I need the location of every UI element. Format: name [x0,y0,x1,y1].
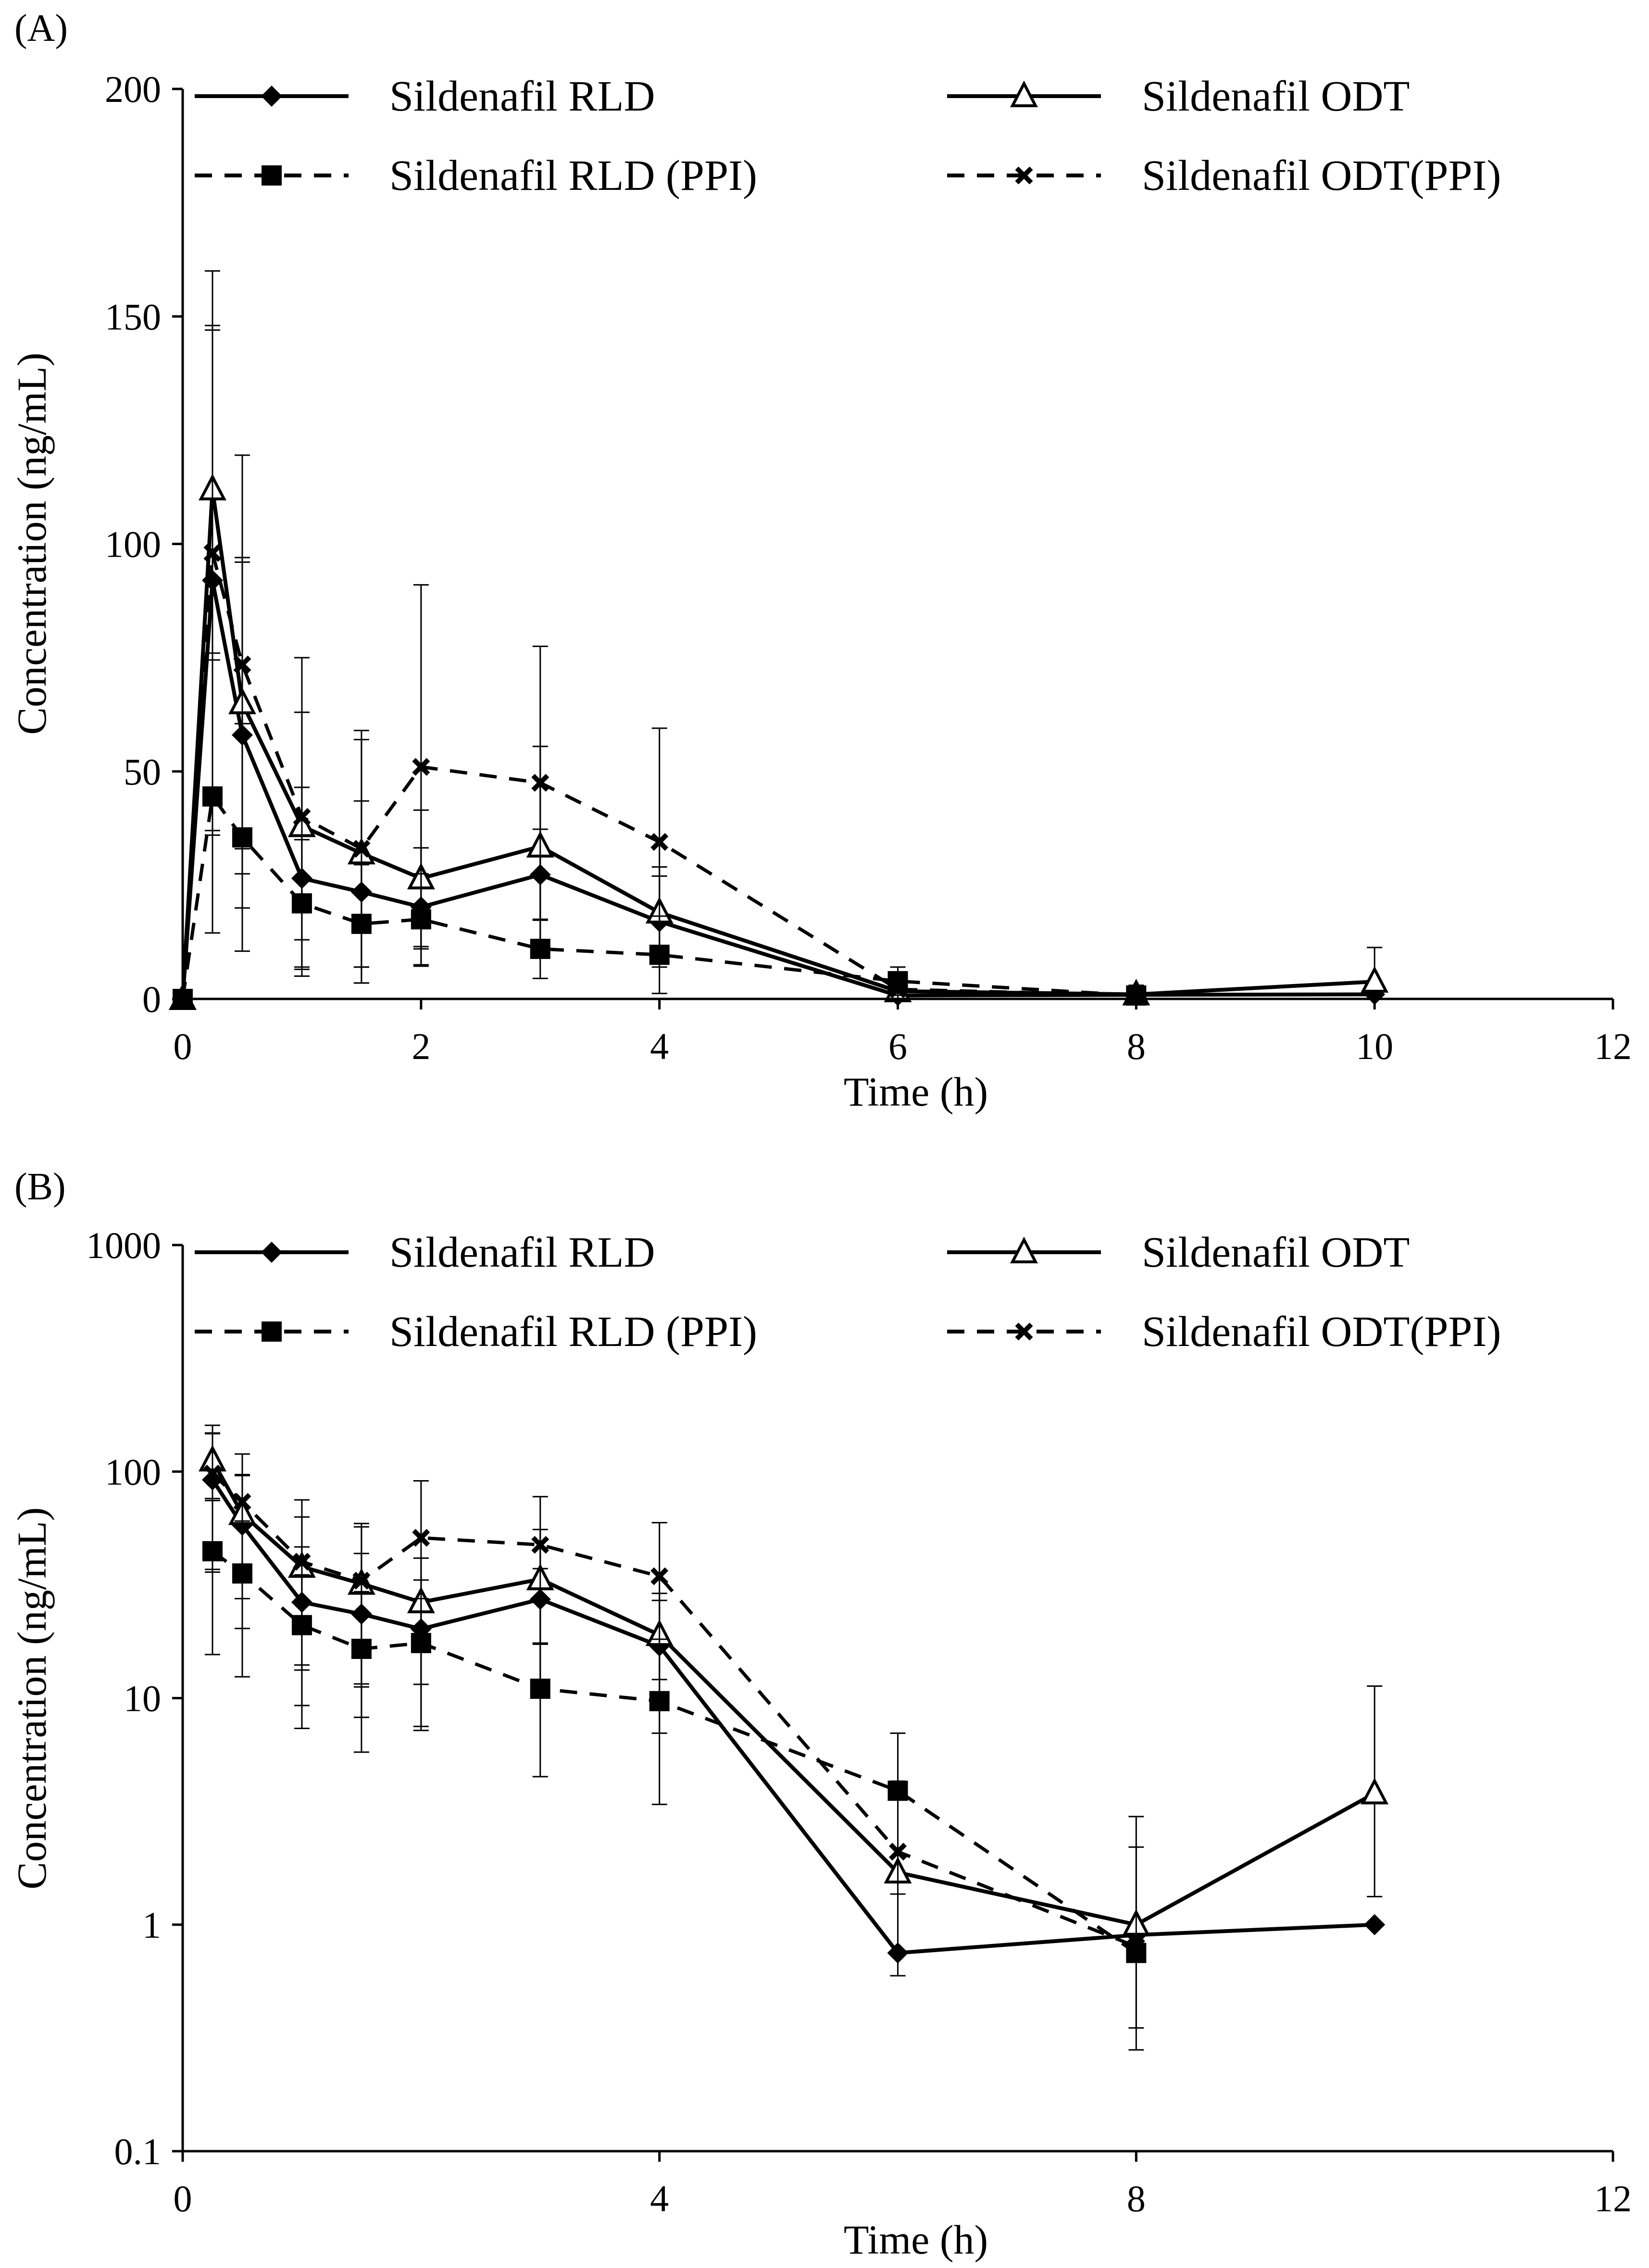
legend-label-sildenafil-odt: Sildenafil ODT [1142,73,1410,120]
panel-a-y-tick-label: 200 [105,68,161,110]
panel-b-sildenafil-rld-ppi-point [649,1691,670,1711]
panel-b-sildenafil-rld-ppi-point [530,1678,550,1699]
panel-a-series-sildenafil-rld [172,329,1386,1009]
panel-b-series-sildenafil-rld-ppi [202,1499,1147,1963]
panel-b-y-tick-label: 100 [105,1451,161,1493]
legend-marker-sildenafil-odt-ppi [1015,166,1033,185]
panel-b-sildenafil-odt-ppi-point [412,1529,430,1547]
panel-b-legend: Sildenafil RLD Sildenafil ODT Sildenafil R… [195,1229,1501,1356]
panel-a-sildenafil-odt-ppi-point [412,758,430,776]
panel-b-sildenafil-odt-ppi-point [1127,1937,1145,1956]
panel-b-y-tick-label: 1000 [86,1224,161,1266]
panel-a-sildenafil-odt-point [1361,966,1389,993]
panel-a-sildenafil-odt-ppi-point [650,833,669,851]
panel-b-x-tick-label: 0 [174,2178,192,2219]
panel-a-x-tick-label: 10 [1356,1025,1393,1067]
panel-a-series-sildenafil-odt [169,324,1389,1010]
panel-b-x-axis-title: Time (h) [844,2217,988,2263]
panel-b-y-tick-label: 10 [124,1678,161,1720]
panel-b-sildenafil-rld-error-bars [204,1433,667,1734]
legend-label-sildenafil-rld-ppi: Sildenafil RLD (PPI) [389,1308,757,1356]
panel-b-sildenafil-rld-point [1364,1914,1386,1935]
panel-b-series-sildenafil-odt [199,1432,1389,2029]
panel-b-sildenafil-odt-ppi-point [203,1464,222,1483]
panel-a-x-tick-label: 2 [412,1025,430,1067]
panel-b-sildenafil-odt-ppi-point [293,1553,311,1571]
panel-a-sildenafil-rld-error-bars [204,329,667,984]
legend-label-sildenafil-rld: Sildenafil RLD [389,1229,655,1276]
panel-a: (A) 0 50 100 150 200 0 2 4 6 8 10 12 Time (h) Conce… [9,7,1632,1115]
panel-b-label: (B) [14,1166,66,1208]
legend-marker-sildenafil-odt [1010,80,1038,107]
legend-marker-sildenafil-rld [261,1242,282,1263]
panel-a-x-axis-title: Time (h) [844,1069,988,1115]
panel-b-series-sildenafil-odt-ppi [203,1424,1145,2051]
legend-label-sildenafil-odt: Sildenafil ODT [1142,1229,1410,1276]
legend-item-sildenafil-rld-ppi: Sildenafil RLD (PPI) [195,1308,757,1356]
legend-item-sildenafil-odt-ppi: Sildenafil ODT(PPI) [947,1308,1501,1356]
panel-a-y-tick-label: 100 [105,523,161,565]
panel-b-sildenafil-odt-ppi-point [650,1567,669,1585]
panel-b-sildenafil-odt-line [211,1459,1376,1927]
panel-a-sildenafil-odt-ppi-point [888,980,907,998]
panel-b-y-tick-label: 0.1 [114,2131,162,2172]
panel-a-sildenafil-odt-ppi-point [531,773,550,792]
panel-a-x-tick-label: 0 [174,1025,192,1067]
panel-b-x-tick-label: 8 [1127,2178,1146,2219]
legend-item-sildenafil-rld: Sildenafil RLD [195,1229,655,1276]
panel-b-sildenafil-odt-ppi-point [233,1493,251,1511]
panel-b-sildenafil-odt-point [1361,1778,1389,1805]
panel-a-sildenafil-odt-ppi-point [352,840,371,858]
legend-item-sildenafil-odt: Sildenafil ODT [947,1229,1410,1276]
panel-a-sildenafil-odt-ppi-point [203,544,222,562]
panel-a-sildenafil-rld-ppi-point [530,938,550,959]
panel-a-y-tick-label: 50 [124,751,161,793]
panel-a-plot [169,270,1389,1010]
panel-a-y-tick-label: 0 [142,978,161,1020]
panel-b-sildenafil-odt-ppi-point [352,1571,371,1590]
panel-b-plot [199,1424,1389,2051]
panel-b-sildenafil-rld-line [211,1479,1375,1955]
panel-b-sildenafil-odt-ppi-point [888,1843,907,1861]
panel-b-y-tick-label: 1 [142,1904,161,1946]
legend-marker-sildenafil-rld-ppi [262,1321,282,1342]
panel-a-legend: Sildenafil RLD Sildenafil ODT Sildenafil R… [195,73,1501,199]
panel-a-series-sildenafil-odt-ppi [174,270,1145,1008]
legend-label-sildenafil-rld: Sildenafil RLD [389,73,655,120]
legend-item-sildenafil-odt-ppi: Sildenafil ODT(PPI) [947,152,1501,199]
panel-b-ticks: 0.1 1 10 100 1000 0 4 8 12 [86,1224,1632,2219]
panel-b-sildenafil-odt-ppi-line [211,1472,1137,1948]
legend-item-sildenafil-rld: Sildenafil RLD [195,73,655,120]
panel-a-y-axis-title: Concentration (ng/mL) [9,352,55,735]
legend-marker-sildenafil-rld-ppi [262,165,282,186]
panel-a-x-tick-label: 12 [1594,1025,1632,1067]
panel-a-x-tick-label: 6 [888,1025,907,1067]
panel-a-y-tick-label: 150 [105,296,161,337]
legend-marker-sildenafil-rld [261,86,282,107]
panel-b-sildenafil-rld-ppi-error-bars [204,1499,906,1895]
panel-b-x-tick-label: 12 [1594,2178,1632,2219]
panel-b-sildenafil-odt-ppi-error-bars [204,1424,1144,2051]
legend-label-sildenafil-odt-ppi: Sildenafil ODT(PPI) [1142,1308,1501,1356]
panel-b-sildenafil-odt-error-bars [204,1432,1383,2029]
panel-b-sildenafil-odt-ppi-point [531,1536,550,1554]
panel-a-sildenafil-odt-ppi-point [233,655,251,673]
legend-item-sildenafil-rld-ppi: Sildenafil RLD (PPI) [195,152,757,199]
panel-b-y-axis-title: Concentration (ng/mL) [9,1507,55,1889]
legend-marker-sildenafil-odt-ppi [1015,1322,1033,1341]
panel-a-x-tick-label: 8 [1127,1025,1146,1067]
legend-item-sildenafil-odt: Sildenafil ODT [947,73,1410,120]
panel-b: (B) 0.1 1 10 100 1000 0 4 8 12 Time (h) Concentr… [9,1166,1632,2263]
legend-marker-sildenafil-odt [1010,1236,1038,1263]
panel-a-x-tick-label: 4 [650,1025,669,1067]
legend-label-sildenafil-odt-ppi: Sildenafil ODT(PPI) [1142,152,1501,199]
panel-a-sildenafil-odt-ppi-line [181,551,1137,999]
panel-a-label: (A) [14,7,68,50]
panel-a-sildenafil-odt-ppi-point [293,808,311,826]
panel-b-x-tick-label: 4 [650,2178,669,2219]
panel-a-ticks: 0 50 100 150 200 0 2 4 6 8 10 12 [105,68,1632,1067]
legend-label-sildenafil-rld-ppi: Sildenafil RLD (PPI) [389,152,757,199]
